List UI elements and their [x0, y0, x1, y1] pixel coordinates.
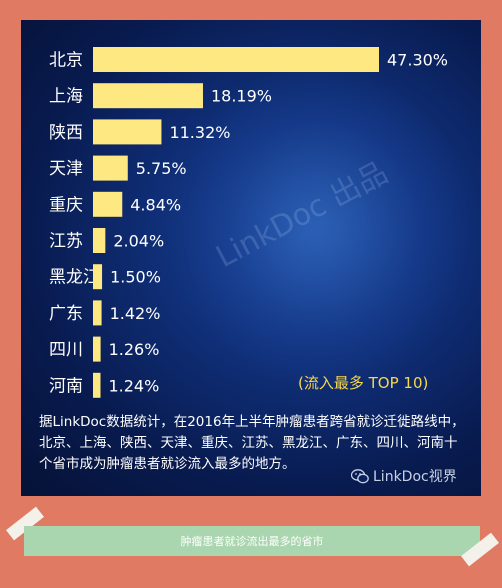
value-label: 1.24%: [108, 376, 159, 395]
value-label: 1.26%: [109, 340, 160, 359]
category-label: 上海: [49, 87, 83, 107]
bar: [93, 372, 101, 398]
bar: [93, 47, 379, 72]
category-label: 广东: [49, 304, 83, 324]
bar: [93, 300, 102, 326]
value-label: 1.42%: [110, 304, 161, 323]
bar: [93, 155, 128, 181]
bar: [93, 119, 162, 145]
value-label: 2.04%: [113, 232, 164, 251]
category-label: 四川: [49, 340, 83, 360]
value-label: 18.19%: [211, 87, 272, 106]
value-label: 4.84%: [130, 195, 181, 214]
category-label: 天津: [49, 159, 83, 179]
bar-chart: 北京 47.30% 上海 18.19% 陕西 11.32% 天津 5.75% 重庆 4.84% 江苏…: [49, 47, 448, 398]
brand-text: LinkDoc视界: [373, 469, 457, 485]
chart-annotation: (流入最多 TOP 10): [298, 374, 428, 392]
brand-label: LinkDoc视界: [351, 466, 457, 486]
china-map-glow: [171, 60, 471, 390]
category-label: 黑龙江: [49, 268, 100, 288]
bar: [93, 83, 203, 109]
wechat-icon: [351, 468, 369, 483]
bar: [93, 191, 123, 217]
bar: [93, 228, 106, 253]
chart-footnote: 据LinkDoc数据统计，在2016年上半年肿瘤患者跨省就诊迁徙路线中，北京、上…: [39, 414, 465, 472]
category-label: 陕西: [49, 123, 83, 143]
caption-text: 肿瘤患者就诊流出最多的省市: [180, 535, 324, 548]
category-label: 北京: [49, 51, 83, 71]
value-label: 1.50%: [110, 268, 161, 287]
category-label: 河南: [49, 376, 83, 396]
caption-bar: 肿瘤患者就诊流出最多的省市: [24, 526, 480, 556]
value-label: 5.75%: [136, 159, 187, 178]
category-label: 重庆: [49, 195, 83, 215]
bar: [93, 336, 101, 362]
value-label: 11.32%: [169, 123, 230, 142]
value-label: 47.30%: [387, 51, 448, 70]
chart-panel: LinkDoc 出品 北京 47.30% 上海 18.19% 陕西 11.32% 天津 5.7…: [21, 20, 481, 496]
bar: [93, 264, 103, 290]
category-label: 江苏: [49, 232, 83, 252]
